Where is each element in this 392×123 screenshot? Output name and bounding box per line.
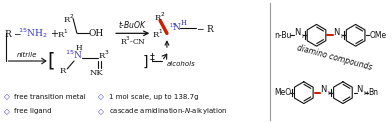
Text: cascade amidination-$N$-alkylation: cascade amidination-$N$-alkylation <box>109 106 227 116</box>
Text: $^{15}$NH$_2$: $^{15}$NH$_2$ <box>18 26 48 40</box>
Text: diamino compounds: diamino compounds <box>296 44 373 72</box>
Text: $^{15}$: $^{15}$ <box>169 21 177 29</box>
Text: $t$-BuOK: $t$-BuOK <box>118 19 147 30</box>
Text: R $-$: R $-$ <box>4 28 22 39</box>
Text: ◇: ◇ <box>98 107 104 116</box>
Text: H: H <box>327 91 332 96</box>
Text: R$^3$-CN: R$^3$-CN <box>120 35 146 47</box>
Text: N: N <box>173 23 181 32</box>
Text: H: H <box>76 44 82 52</box>
Text: R$^1$: R$^1$ <box>57 27 69 39</box>
Text: ◇: ◇ <box>98 92 104 101</box>
Text: free ligand: free ligand <box>15 108 52 114</box>
Text: nitrile: nitrile <box>17 52 37 58</box>
Text: OMe: OMe <box>369 31 387 40</box>
Text: R$^2$: R$^2$ <box>154 10 166 23</box>
Text: R: R <box>59 67 65 75</box>
Text: ◇: ◇ <box>4 107 9 116</box>
Text: R$^1$: R$^1$ <box>152 27 164 39</box>
Text: Bn: Bn <box>368 88 378 97</box>
Text: OH: OH <box>89 29 104 38</box>
Text: free transition metal: free transition metal <box>15 94 86 100</box>
Text: H: H <box>340 34 345 39</box>
Text: $+$: $+$ <box>50 28 59 39</box>
Text: N: N <box>333 28 339 37</box>
Text: ◇: ◇ <box>4 92 9 101</box>
Text: N: N <box>320 85 327 94</box>
Text: N: N <box>294 28 300 37</box>
Text: n-Bu: n-Bu <box>274 31 292 40</box>
Text: $-$ R: $-$ R <box>196 23 216 34</box>
Text: N: N <box>357 85 363 94</box>
Text: [: [ <box>48 52 55 70</box>
Text: H: H <box>363 91 368 96</box>
Text: alcohols: alcohols <box>167 61 196 67</box>
Text: R$^3$: R$^3$ <box>98 49 110 61</box>
Text: 1 mol scale, up to 138.7g: 1 mol scale, up to 138.7g <box>109 94 199 100</box>
Text: R$^2$: R$^2$ <box>64 12 75 25</box>
Text: H: H <box>181 19 187 27</box>
Text: $^{15}$N: $^{15}$N <box>65 49 83 61</box>
Text: MeO: MeO <box>274 88 292 97</box>
Text: ]$^\ddagger$: ]$^\ddagger$ <box>142 51 156 71</box>
Text: NK: NK <box>90 69 103 77</box>
Text: H: H <box>301 34 306 39</box>
